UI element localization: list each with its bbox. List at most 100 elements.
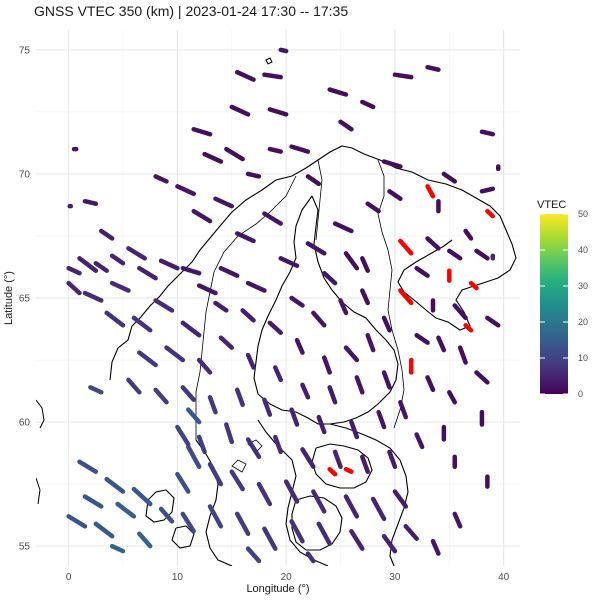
vtec-track [425, 375, 436, 393]
vtec-track [164, 345, 186, 363]
colorbar-tick-label: 30 [578, 281, 588, 291]
vtec-track [425, 236, 441, 251]
vtec-track [332, 221, 354, 234]
colorbar-tick-label: 40 [578, 245, 588, 255]
vtec-track [82, 290, 104, 303]
vtec-track [229, 104, 251, 117]
x-tick-label: 40 [498, 572, 510, 583]
vtec-track [262, 211, 283, 226]
vtec-track [311, 310, 327, 328]
coastline-gulf-bothnia [253, 195, 399, 425]
vtec-track [234, 69, 256, 82]
coastline-latvia-lithuania [291, 495, 343, 551]
legend-title: VTEC [537, 199, 566, 211]
vtec-track [327, 385, 338, 405]
vtec-track [267, 107, 289, 117]
vtec-track [267, 320, 283, 335]
vtec-track [213, 300, 229, 313]
y-tick-label: 70 [19, 169, 31, 180]
vtec-track [131, 486, 153, 507]
vtec-track [218, 265, 240, 278]
vtec-track [376, 409, 387, 430]
vtec-track [289, 295, 305, 308]
vtec-track [381, 159, 403, 169]
vtec-track [196, 434, 207, 455]
vtec-track [137, 531, 153, 549]
border-sweden-finland [315, 159, 323, 241]
y-tick-label: 75 [19, 45, 31, 56]
vtec-track [273, 365, 283, 383]
vtec-track [273, 434, 283, 455]
vtec-track [327, 87, 349, 97]
vtec-track [224, 146, 245, 162]
coastline-finland-south [329, 423, 409, 566]
vtec-track [370, 496, 387, 522]
basemap [36, 57, 517, 566]
vtec-track [485, 315, 501, 328]
colorbar-ticks: 0 10 20 30 40 50 [540, 209, 588, 399]
vtec-track [224, 422, 235, 445]
coastline-britain [36, 399, 45, 505]
vtec-track [349, 529, 365, 551]
vtec-track [338, 119, 354, 132]
vtec-track [126, 246, 148, 261]
vtec-track [207, 462, 224, 487]
vtec-track [82, 494, 104, 509]
vtec-track [387, 189, 403, 201]
vtec-track [430, 538, 441, 556]
vtec-track [207, 395, 218, 415]
vtec-track [104, 476, 126, 494]
vtec-track [398, 288, 414, 306]
vtec-track [381, 370, 392, 390]
border-finland-russia [377, 159, 405, 429]
vtec-track [305, 551, 316, 564]
vtec-track [365, 332, 376, 353]
vtec-track [311, 489, 327, 514]
vtec-track [153, 387, 169, 405]
vtec-track [392, 489, 409, 509]
vtec-track [414, 265, 430, 278]
y-tick-label: 55 [19, 542, 31, 553]
vtec-track [109, 543, 126, 554]
vtec-track [381, 315, 392, 333]
x-tick-label: 30 [389, 572, 401, 583]
vtec-track [158, 506, 175, 524]
vtec-track [66, 514, 88, 529]
vtec-track [245, 352, 256, 370]
vtec-track [109, 280, 131, 293]
vtec-track [93, 261, 109, 273]
vtec-track [175, 184, 196, 197]
vtec-track [213, 196, 235, 209]
vtec-track [88, 385, 104, 395]
vtec-track [278, 256, 300, 268]
vtec-track [452, 511, 463, 529]
vtec-track [479, 129, 496, 137]
vtec-track [360, 99, 376, 110]
coastline-estonia [311, 443, 373, 489]
x-tick-label: 10 [172, 572, 184, 583]
vtec-track [354, 375, 365, 395]
vtec-track [425, 64, 441, 72]
vtec-track [452, 303, 468, 321]
axis-ticks: 0 10 20 30 40 55 60 65 70 75 [19, 45, 510, 583]
vtec-track [343, 494, 360, 519]
vtec-track [207, 504, 224, 529]
vtec-track [360, 454, 370, 474]
vtec-track [300, 447, 316, 469]
vtec-track [245, 280, 267, 293]
vtec-track [229, 469, 245, 492]
vtec-track [289, 144, 311, 154]
vtec-track [180, 320, 202, 338]
island-bear [265, 57, 273, 65]
x-tick-label: 20 [281, 572, 293, 583]
y-tick-label: 65 [19, 294, 31, 305]
colorbar-tick-label: 20 [578, 317, 588, 327]
vtec-track [153, 174, 169, 184]
colorbar [540, 214, 568, 394]
vtec-track [131, 315, 153, 333]
vtec-track [414, 332, 430, 345]
vtec-track [360, 256, 370, 273]
vtec-track [191, 127, 213, 137]
